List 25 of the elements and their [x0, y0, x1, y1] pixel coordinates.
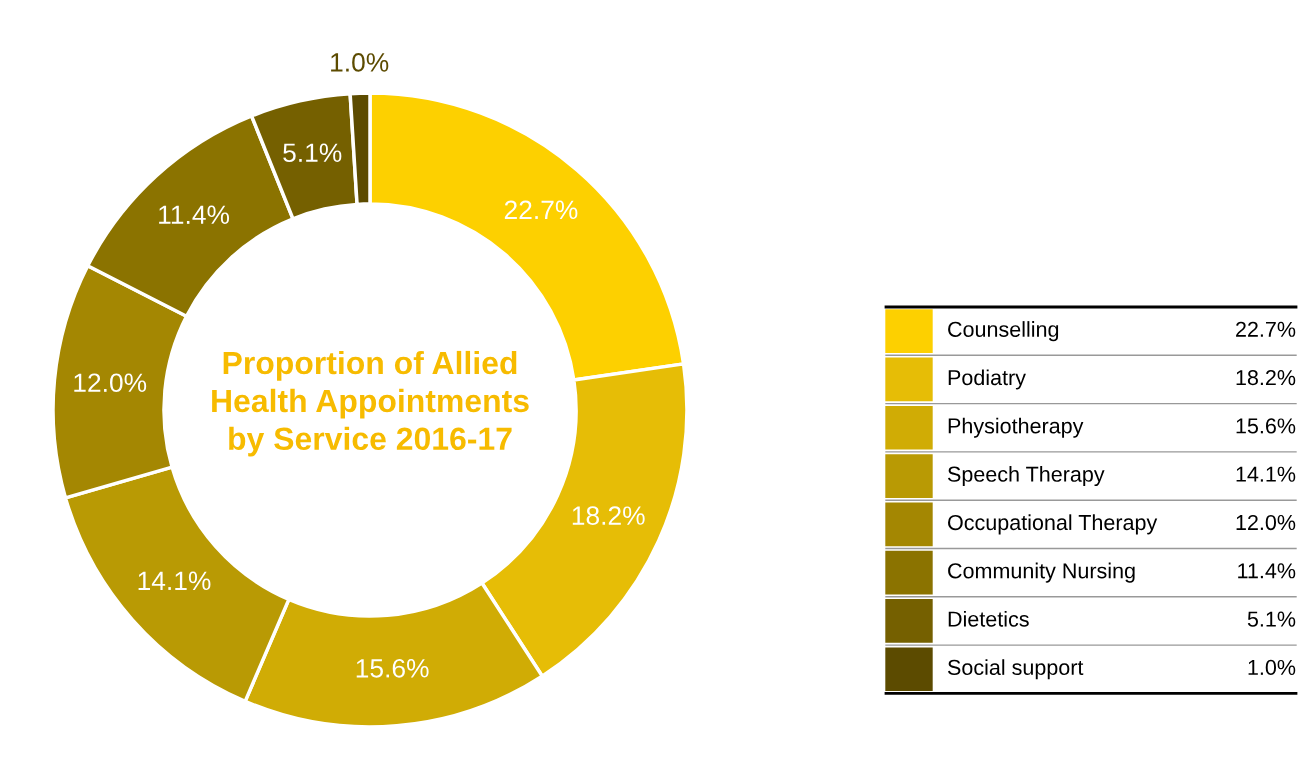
text: 12.0% [1236, 514, 1296, 531]
data-label: 12.0% [74, 373, 147, 393]
text: 11.4% [1238, 563, 1296, 579]
text: 15.6% [1236, 418, 1296, 434]
data-label: 18.2% [572, 506, 645, 525]
text: 18.2% [1236, 369, 1296, 386]
legend-label: Occupational Therapy [948, 514, 1158, 535]
text: 5.1% [1247, 611, 1296, 627]
legend-label: Counselling [948, 321, 1059, 342]
text: 14.1% [1236, 466, 1296, 482]
legend-label: Speech Therapy [947, 466, 1105, 487]
text: 1.0% [1248, 659, 1296, 676]
data-label: 5.1% [283, 143, 342, 163]
legend-label: Community Nursing [948, 562, 1135, 583]
data-label: 1.0% [331, 53, 389, 72]
text: Proportion of Allied Health Appointments by Service 2016-17 [212, 350, 529, 457]
text: 22.7% [1236, 321, 1296, 337]
data-label: 14.1% [138, 571, 211, 591]
legend-label: Physiotherapy [948, 417, 1084, 438]
data-label: 22.7% [504, 200, 578, 220]
data-label: 15.6% [356, 658, 429, 678]
legend-label: Social support [947, 659, 1084, 680]
data-label: 11.4% [159, 205, 230, 224]
legend-label: Podiatry [948, 369, 1026, 390]
legend-label: Dietetics [948, 610, 1029, 627]
